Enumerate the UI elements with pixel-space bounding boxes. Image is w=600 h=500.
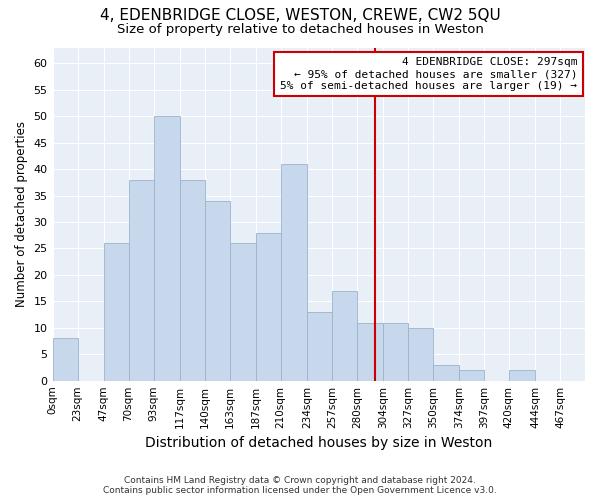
Bar	[307, 312, 332, 380]
Bar	[104, 243, 128, 380]
Text: Contains HM Land Registry data © Crown copyright and database right 2024.
Contai: Contains HM Land Registry data © Crown c…	[103, 476, 497, 495]
Bar	[383, 322, 408, 380]
Text: 4, EDENBRIDGE CLOSE, WESTON, CREWE, CW2 5QU: 4, EDENBRIDGE CLOSE, WESTON, CREWE, CW2 …	[100, 8, 500, 22]
Bar	[459, 370, 484, 380]
Bar	[230, 243, 256, 380]
Text: 4 EDENBRIDGE CLOSE: 297sqm
← 95% of detached houses are smaller (327)
5% of semi: 4 EDENBRIDGE CLOSE: 297sqm ← 95% of deta…	[280, 58, 577, 90]
Bar	[357, 322, 383, 380]
Y-axis label: Number of detached properties: Number of detached properties	[15, 121, 28, 307]
Bar	[281, 164, 307, 380]
Bar	[179, 180, 205, 380]
Bar	[433, 365, 459, 380]
Bar	[509, 370, 535, 380]
Text: Size of property relative to detached houses in Weston: Size of property relative to detached ho…	[116, 22, 484, 36]
Bar	[256, 232, 281, 380]
Bar	[205, 201, 230, 380]
Bar	[408, 328, 433, 380]
X-axis label: Distribution of detached houses by size in Weston: Distribution of detached houses by size …	[145, 436, 493, 450]
Bar	[128, 180, 154, 380]
Bar	[53, 338, 77, 380]
Bar	[154, 116, 179, 380]
Bar	[332, 291, 357, 380]
